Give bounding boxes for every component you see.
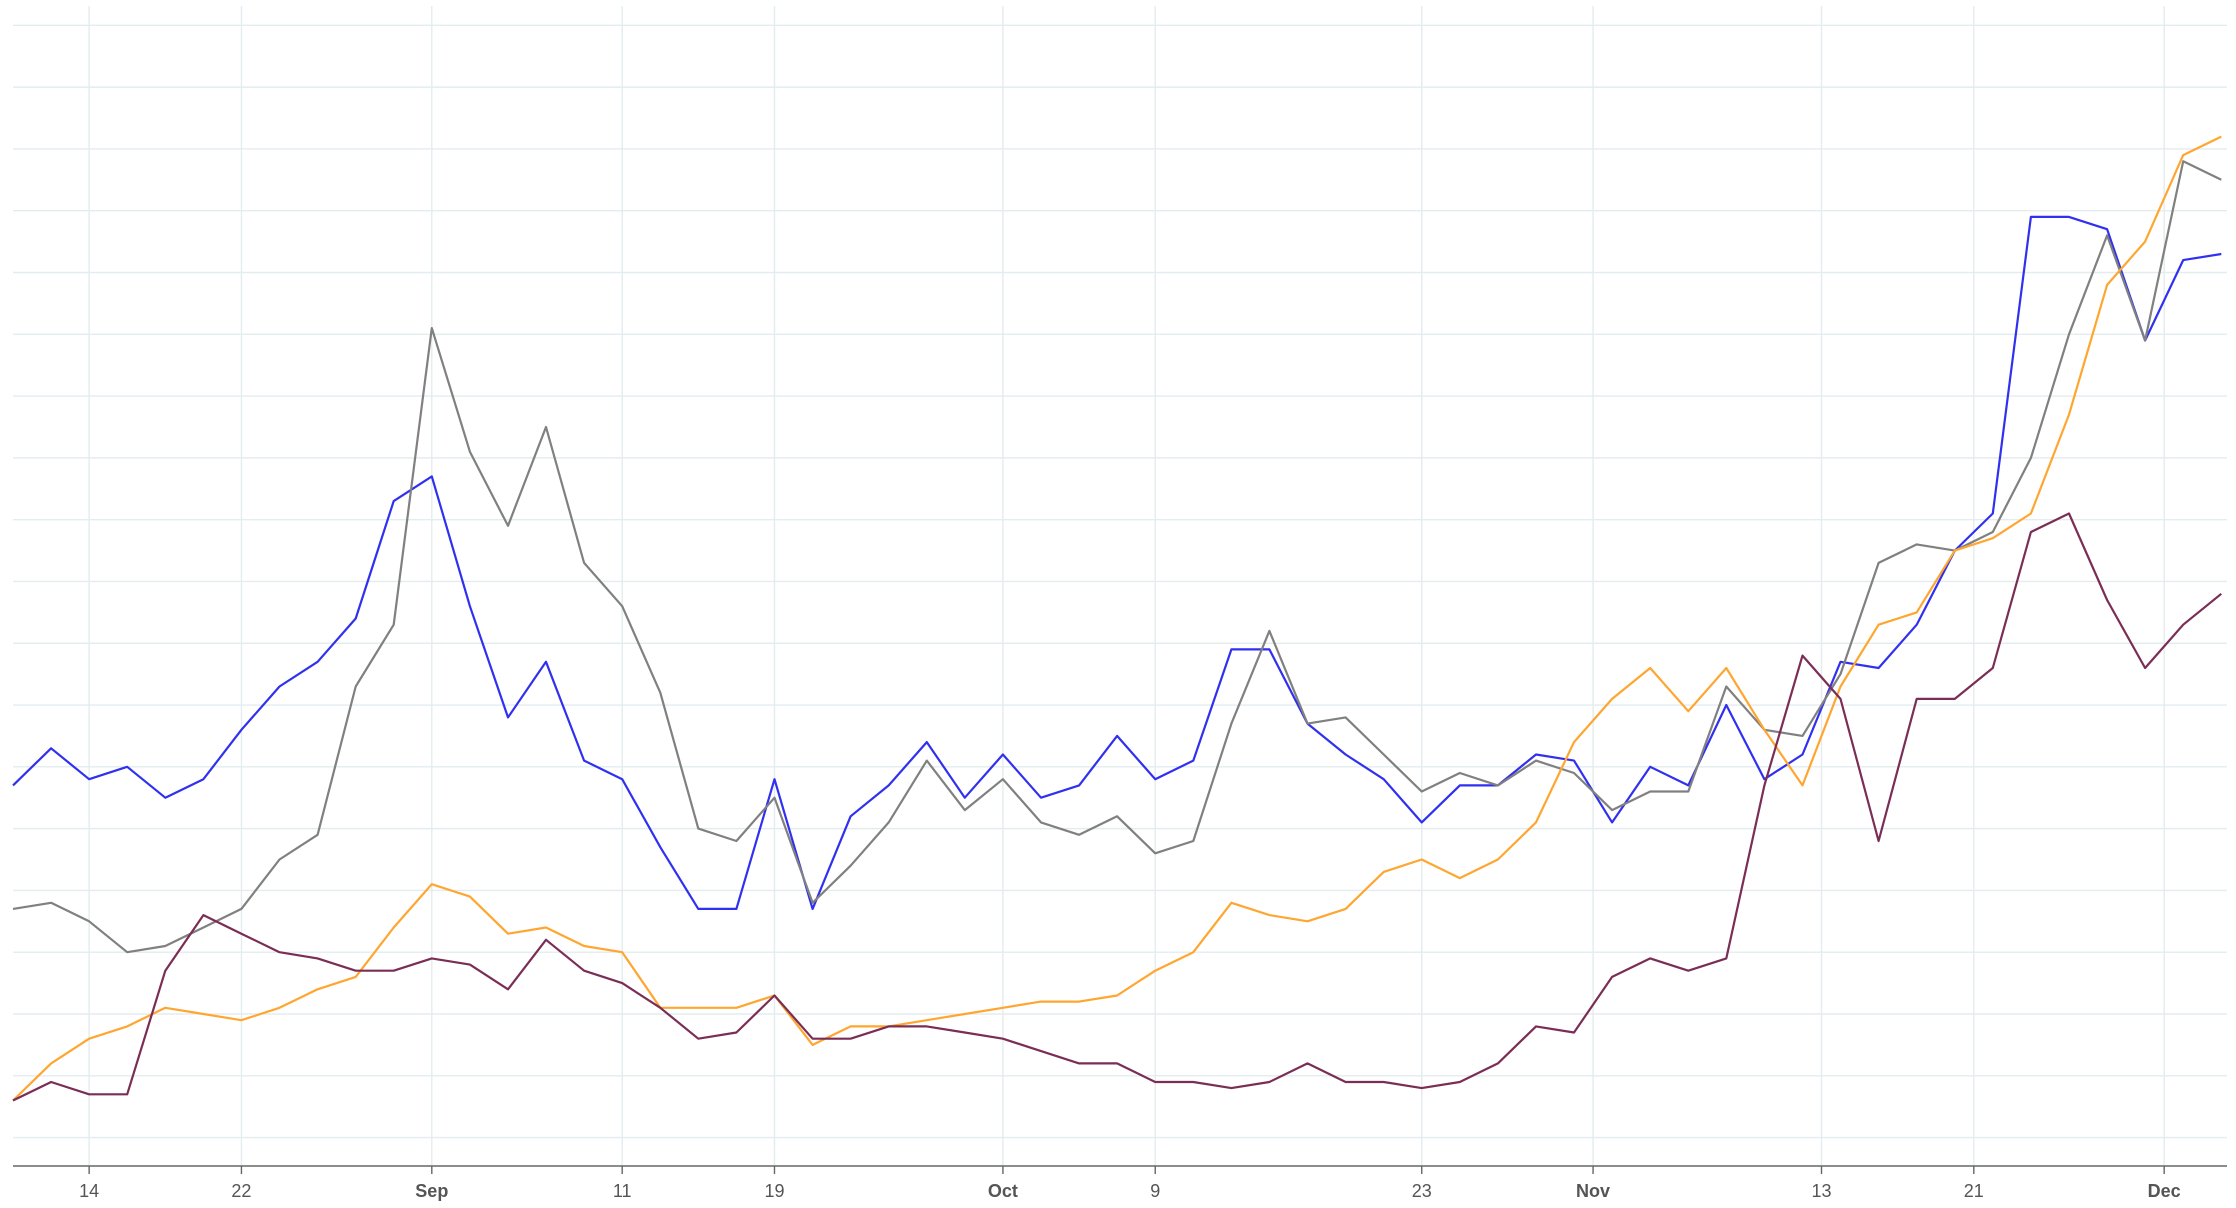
series-line: [12, 160, 2222, 954]
x-tick-label: 23: [1412, 1181, 1432, 1201]
series-line: [12, 512, 2222, 1102]
x-tick-label: 19: [764, 1181, 784, 1201]
x-tick-label: Dec: [2148, 1181, 2181, 1201]
x-tick-label: 14: [79, 1181, 99, 1201]
x-tick-label: 22: [231, 1181, 251, 1201]
x-tick-label: 21: [1964, 1181, 1984, 1201]
x-tick-label: Nov: [1576, 1181, 1610, 1201]
x-tick-label: Oct: [988, 1181, 1018, 1201]
x-tick-label: 11: [613, 1181, 632, 1201]
x-tick-label: 13: [1811, 1181, 1831, 1201]
series-line: [12, 215, 2222, 910]
x-tick-label: Sep: [415, 1181, 448, 1201]
series-line: [12, 135, 2222, 1102]
x-tick-label: 9: [1150, 1181, 1160, 1201]
